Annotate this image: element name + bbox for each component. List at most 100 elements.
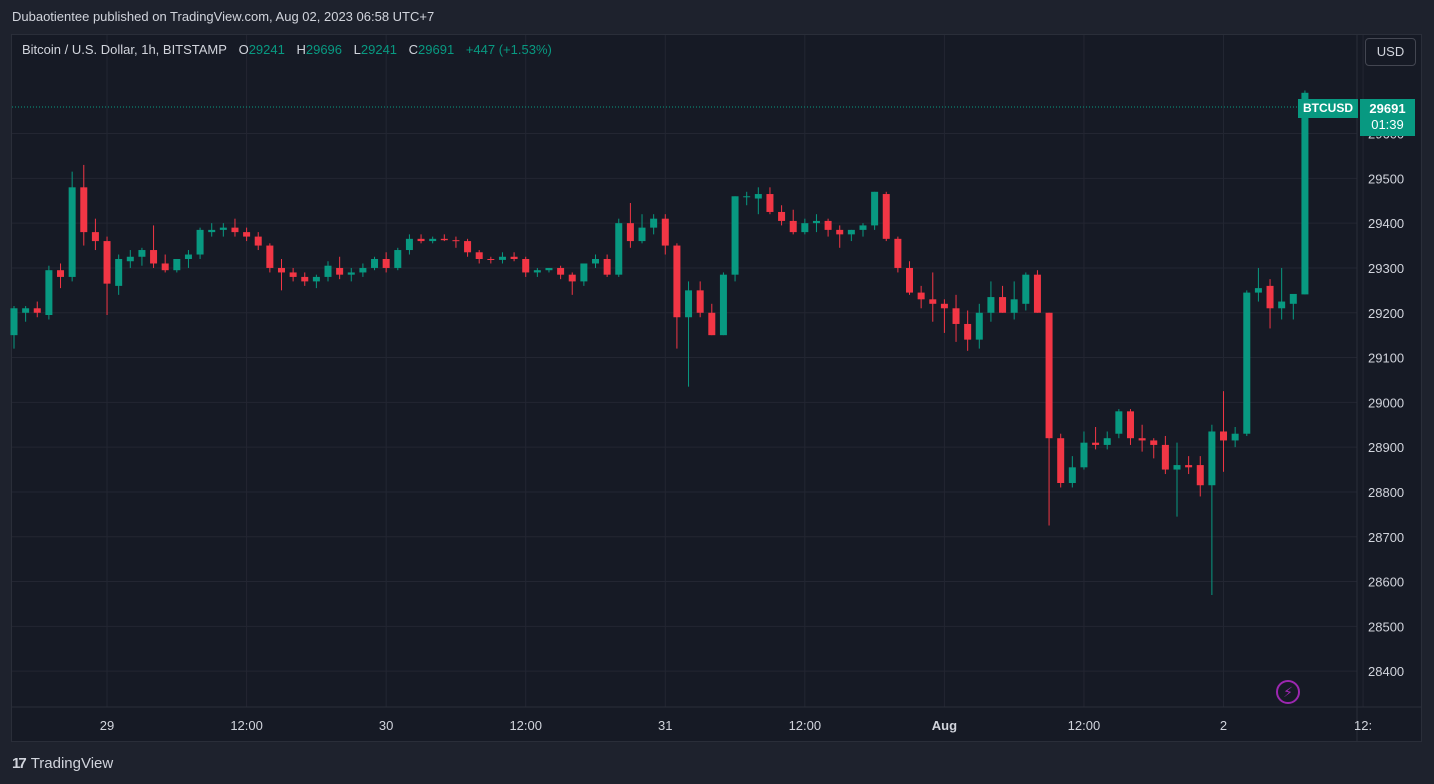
candle-body [22,308,30,313]
candle-body [1196,465,1204,486]
candle-body [80,187,88,233]
candle [1138,424,1146,452]
candle [1301,90,1309,295]
candle-body [301,276,309,282]
candle-body [1022,274,1030,304]
candle-body [592,259,599,264]
candle-body [336,267,344,275]
candle [1220,391,1228,472]
candle [615,218,623,277]
candle [1173,442,1181,517]
candle-body [1301,92,1309,295]
change-value: +447 (+1.53%) [465,42,552,57]
candle-body [871,191,879,226]
tradingview-logo-icon: 17 [12,755,27,772]
price-tick-label: 29400 [1368,216,1404,231]
candle [219,223,227,237]
candle [568,272,576,295]
candle [184,250,192,268]
low-label: L [353,42,361,57]
candle-body [685,290,693,318]
candle-body [33,308,41,313]
candle-body [801,223,809,233]
candle-body [580,263,588,282]
candle [952,294,960,342]
candle [1022,272,1030,311]
candle-body [568,274,576,282]
candle [208,223,216,237]
candle [545,267,553,273]
candle-body [812,220,820,224]
candle-body [708,312,716,336]
candle [766,187,774,215]
candle [533,267,541,277]
candle-body [1208,431,1216,486]
candle-body [138,250,146,257]
candle [882,191,890,242]
candle [498,252,506,264]
candle-body [1010,299,1018,313]
candle-body [1173,465,1181,470]
candle [1080,431,1088,470]
candle [824,218,832,237]
candle [592,254,599,268]
candle [661,214,669,255]
candle [626,203,634,248]
candle-body [1185,465,1193,468]
candle [731,196,739,282]
candle-body [208,229,216,233]
time-axis: 29 12:00 30 12:00 31 12:00 Aug 12:00 2 12: [100,718,1372,733]
candle-body [219,227,227,230]
candle [324,261,332,282]
candle [22,306,30,322]
candle-body [1103,438,1111,445]
close-label: C [408,42,419,57]
candle [987,281,995,322]
candle-body [1068,467,1076,483]
currency-button[interactable]: USD [1365,38,1416,66]
time-tick-label: 2 [1220,718,1227,733]
time-tick-label: 30 [379,718,393,733]
candle-body [906,267,914,293]
candle-body [615,223,623,275]
candle [115,254,123,295]
candle [1196,456,1204,497]
candle-body [312,276,320,282]
candle-body [847,229,855,235]
candle-body [557,267,565,275]
candle-body [999,297,1007,313]
candle [871,191,879,230]
candle [789,209,797,235]
candle [1266,279,1274,329]
candle-body [766,194,774,212]
symbol-name[interactable]: Bitcoin / U.S. Dollar, 1h, BITSTAMP [22,42,227,57]
candle [231,218,239,237]
candle-body [289,272,297,277]
candle-body [359,267,367,273]
candle [1033,270,1041,313]
candle [1243,290,1251,436]
candle-body [1289,293,1297,304]
candle [638,214,646,244]
candle-body [231,227,239,233]
candle [1068,456,1076,488]
candle [510,252,518,262]
candle-body [743,196,751,198]
candle [708,303,716,336]
candle-body [626,223,634,242]
lightning-icon[interactable]: ⚡︎ [1276,680,1300,704]
brand-name: TradingView [30,755,114,772]
candle-body [1243,292,1251,434]
tradingview-footer[interactable]: 17 TradingView [12,752,113,776]
candle-body [347,272,355,275]
candle-body [405,238,413,251]
candle [650,214,658,235]
candle [347,267,355,282]
candle [906,261,914,295]
candle [1150,438,1158,459]
price-tick-label: 29200 [1368,306,1404,321]
candle [359,263,367,277]
candle-body [103,241,111,284]
candle [557,265,565,280]
